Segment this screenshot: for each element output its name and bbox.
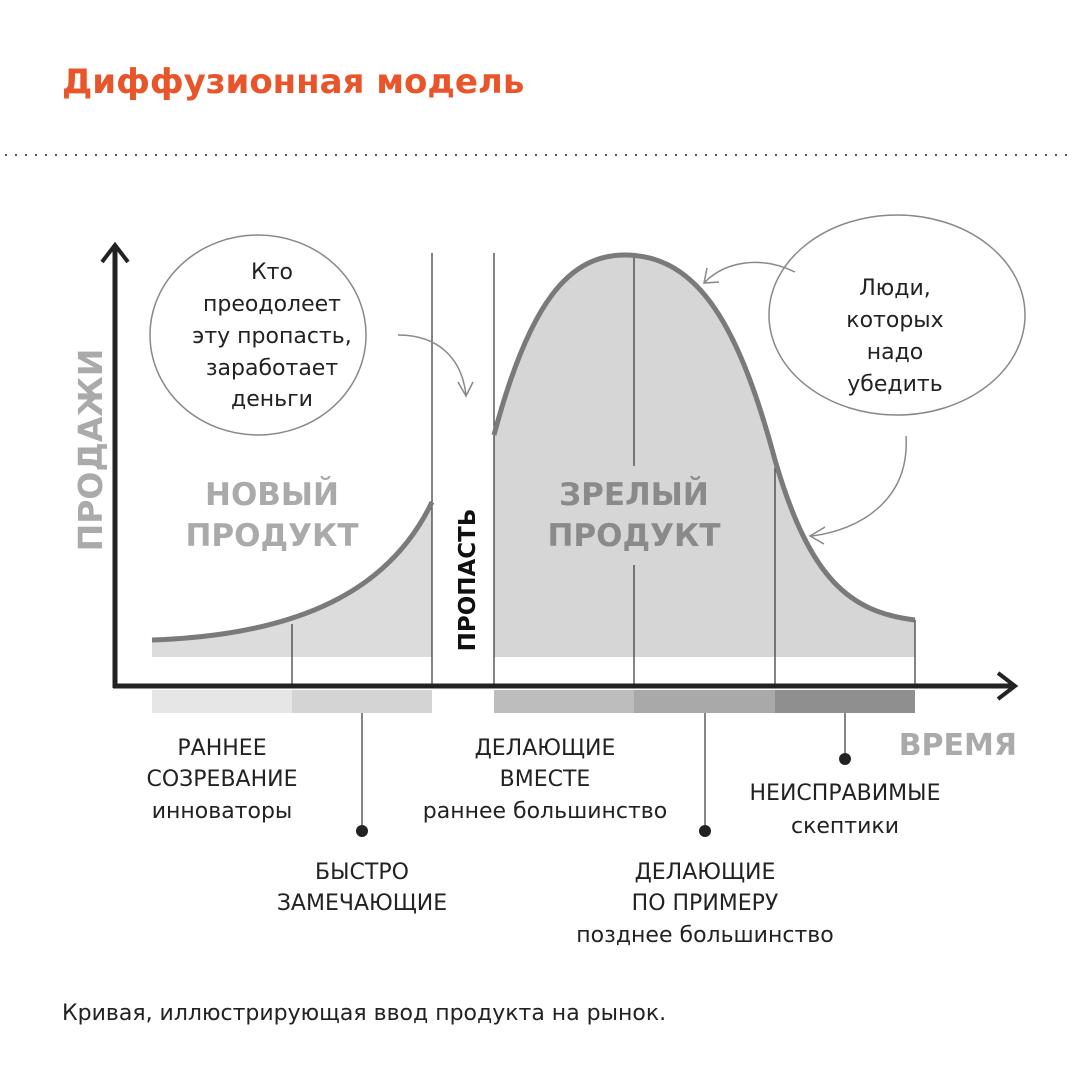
segment-sub-early-majority: раннее большинство: [423, 799, 667, 824]
segment-label-laggards: НЕИСПРАВИМЫЕ: [750, 781, 941, 806]
new-product-label: ПРОДУКТ: [185, 518, 358, 554]
segment-bar-late-majority: [634, 690, 775, 713]
new-product-area: [152, 502, 432, 657]
bubble-left: [149, 234, 367, 436]
segment-label-early-adopters: БЫСТРО: [315, 860, 409, 885]
segment-bar-early-majority: [494, 690, 634, 713]
bubble-right-line: которых: [846, 308, 943, 333]
bubble-left-line: эту пропасть,: [192, 324, 351, 349]
segment-sub-laggards: скептики: [791, 814, 899, 839]
segment-label-early-majority: ВМЕСТЕ: [500, 767, 591, 792]
caption: Кривая, иллюстрирующая ввод продукта на …: [62, 1001, 666, 1026]
segment-label-innovators: РАННЕЕ: [177, 736, 266, 761]
leader-dot: [699, 825, 711, 837]
segment-bar-early-adopters: [292, 690, 432, 713]
new-product-label: НОВЫЙ: [205, 477, 339, 513]
bubble-right-line: надо: [867, 340, 924, 365]
segment-sub-late-majority: позднее большинство: [576, 923, 833, 948]
bubble-right: [768, 214, 1026, 416]
y-axis-label: ПРОДАЖИ: [71, 349, 110, 552]
x-axis-label: ВРЕМЯ: [899, 728, 1017, 763]
segment-label-late-majority: ПО ПРИМЕРУ: [632, 891, 779, 916]
segment-bar-innovators: [152, 690, 292, 713]
segment-bar-laggards: [775, 690, 915, 713]
bubble-left-line: заработает: [206, 356, 338, 381]
callout-arrows: [397, 261, 907, 545]
segment-label-innovators: СОЗРЕВАНИЕ: [147, 767, 298, 792]
bubble-right-line: убедить: [847, 372, 942, 397]
mature-product-area: [494, 255, 915, 657]
y-axis-arrow-icon: [100, 241, 130, 264]
bubble-left-line: Кто: [251, 260, 293, 285]
segment-label-early-majority: ДЕЛАЮЩИЕ: [475, 736, 616, 761]
segment-label-early-adopters: ЗАМЕЧАЮЩИЕ: [277, 891, 447, 916]
chasm-label: ПРОПАСТЬ: [455, 509, 481, 652]
mature-product-curve: [491, 252, 916, 623]
leader-lines: [361, 713, 846, 830]
leader-dot: [356, 825, 368, 837]
segment-sub-innovators: инноваторы: [152, 799, 293, 824]
new-product-curve: [151, 500, 435, 643]
bubble-left-line: деньги: [231, 387, 313, 412]
mature-product-label: ЗРЕЛЫЙ: [559, 477, 709, 513]
page-title: Диффузионная модель: [62, 62, 524, 102]
x-axis-arrow-icon: [996, 671, 1019, 701]
mature-product-label: ПРОДУКТ: [547, 518, 720, 554]
divider-lines: [291, 253, 916, 686]
bubble-left-line: преодолеет: [203, 292, 341, 317]
leader-dot: [839, 753, 851, 765]
bubble-right-line: Люди,: [859, 276, 931, 301]
segment-label-late-majority: ДЕЛАЮЩИЕ: [635, 860, 776, 885]
